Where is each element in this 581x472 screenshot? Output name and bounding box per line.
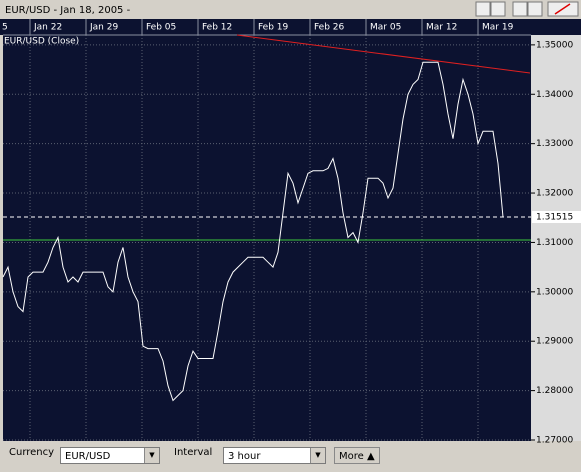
y-tick-label: 1.28000 <box>536 386 573 396</box>
legend-label: EUR/USD (Close) <box>4 37 79 47</box>
currency-value: EUR/USD <box>65 451 111 462</box>
currency-select[interactable]: EUR/USD ▼ <box>60 447 160 464</box>
more-label: More <box>339 451 364 462</box>
date-axis <box>0 19 581 35</box>
y-tick-label: 1.29000 <box>536 337 573 347</box>
x-tick-label: Feb 05 <box>146 23 176 33</box>
interval-label: Interval <box>174 447 213 458</box>
x-tick-label: Mar 12 <box>426 23 457 33</box>
x-tick-label: Jan 22 <box>33 23 62 33</box>
window-title: EUR/USD - Jan 18, 2005 - <box>5 5 131 16</box>
current-price-box <box>532 211 581 224</box>
y-tick-label: 1.35000 <box>536 40 573 50</box>
trendline <box>236 34 531 74</box>
y-tick-label: 1.33000 <box>536 139 573 149</box>
scroll-button[interactable] <box>475 1 491 17</box>
x-tick-label: 5 <box>2 23 8 33</box>
y-tick-label: 1.32000 <box>536 189 573 199</box>
y-tick-label: 1.34000 <box>536 90 573 100</box>
interval-value: 3 hour <box>228 451 261 462</box>
interval-select[interactable]: 3 hour ▼ <box>223 447 326 464</box>
price-line <box>2 61 504 402</box>
y-tick-label: 1.27000 <box>536 436 573 446</box>
y-tick-label: 1.31000 <box>536 238 573 248</box>
x-tick-label: Feb 19 <box>258 23 289 33</box>
x-tick-label: Jan 29 <box>89 23 118 33</box>
x-tick-label: Feb 12 <box>202 23 232 33</box>
current-price-label: 1.31515 <box>536 213 573 223</box>
currency-label: Currency <box>9 447 55 458</box>
price-axis <box>531 35 581 441</box>
title-bar <box>0 0 581 19</box>
x-tick-label: Mar 19 <box>482 23 514 33</box>
zoom-button[interactable] <box>512 1 528 17</box>
icon <box>554 3 571 15</box>
zoom-out-button[interactable] <box>527 1 543 17</box>
x-tick-label: Mar 05 <box>370 23 401 33</box>
fit-button[interactable] <box>490 1 506 17</box>
y-tick-label: 1.30000 <box>536 287 573 297</box>
x-tick-label: Feb 26 <box>314 23 345 33</box>
more-button[interactable]: More ▲ <box>334 447 380 464</box>
plot-area <box>3 35 531 441</box>
